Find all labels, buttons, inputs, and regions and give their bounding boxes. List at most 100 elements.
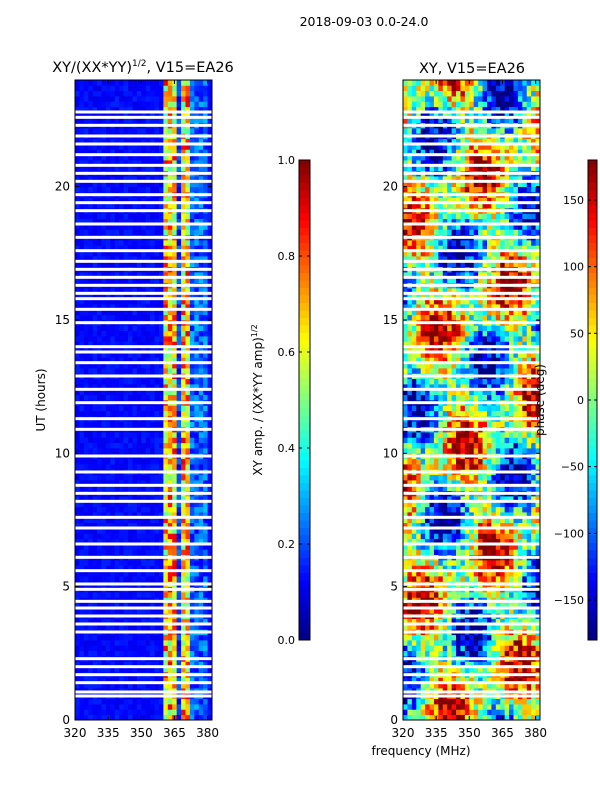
panel2-cell	[535, 624, 541, 630]
panel1-cell	[172, 309, 178, 316]
panel1-cell	[194, 336, 200, 342]
panel1-cell	[181, 336, 186, 342]
panel1-cell	[79, 549, 85, 556]
panel1-cell	[207, 570, 213, 577]
panel1-cell	[176, 560, 182, 566]
panel1-cell	[158, 288, 164, 294]
panel1-cell	[110, 277, 116, 284]
panel1-cell	[189, 661, 195, 668]
panel1-cell	[172, 240, 178, 246]
panel1-cell	[88, 160, 94, 166]
panel1-cell	[123, 165, 129, 172]
panel2-cell	[433, 677, 439, 684]
panel1-cell	[132, 357, 138, 364]
panel2-cell	[433, 640, 439, 646]
panel2-cell	[482, 661, 488, 668]
panel2-cell	[473, 565, 479, 572]
panel1-cell	[97, 650, 102, 657]
panel1-cell	[181, 352, 186, 358]
panel2-cell	[442, 709, 448, 716]
panel1-flag-gap	[75, 171, 212, 175]
panel1-cell	[75, 304, 80, 310]
panel2-cell	[478, 576, 483, 582]
panel1-cell	[88, 592, 94, 598]
panel1-cell	[167, 618, 173, 625]
panel1-cell	[150, 96, 155, 102]
panel1-cell	[101, 149, 107, 156]
panel1-cell	[101, 224, 107, 230]
panel1-cell	[163, 544, 169, 550]
panel1-cell	[198, 421, 204, 428]
panel1-cell	[119, 85, 125, 92]
panel1-cell	[194, 138, 200, 145]
panel1-cell	[154, 165, 160, 172]
panel1-cell	[172, 90, 178, 97]
panel2-cell	[407, 538, 413, 545]
panel1-cell	[198, 437, 204, 444]
panel1-cell	[145, 245, 151, 252]
panel1-cell	[105, 682, 111, 689]
panel2-cell	[473, 661, 479, 668]
panel1-cell	[75, 261, 80, 268]
panel1-cell	[154, 480, 160, 486]
panel1-cell	[110, 666, 116, 673]
panel1-cell	[163, 442, 169, 449]
panel1-cell	[83, 293, 89, 300]
panel2-cell	[509, 592, 514, 598]
panel1-cell	[172, 304, 178, 310]
panel1-cell	[141, 112, 147, 118]
panel2-cell	[425, 677, 430, 684]
panel1-cell	[158, 448, 164, 454]
panel1-cell	[189, 229, 195, 236]
panel2-cell	[429, 592, 435, 598]
panel1-cell	[123, 480, 129, 486]
panel2-cell	[526, 640, 532, 646]
panel1-cell	[207, 618, 213, 625]
panel1-cell	[141, 96, 147, 102]
panel1-cell	[119, 389, 125, 396]
panel1-cell	[150, 186, 155, 193]
panel1-cell	[83, 517, 89, 524]
panel1-cell	[172, 154, 178, 161]
panel1-cell	[181, 149, 186, 156]
panel1-cell	[203, 106, 208, 113]
panel1-cell	[158, 592, 164, 598]
panel2-cell	[473, 650, 479, 657]
panel1-cell	[150, 464, 155, 470]
panel1-cell	[101, 485, 107, 492]
panel1-cell	[167, 288, 173, 294]
panel2-cell	[482, 714, 488, 721]
panel1-cell	[79, 112, 85, 118]
panel1-cell	[203, 704, 208, 710]
panel1-cell	[110, 549, 116, 556]
panel1-cell	[92, 165, 98, 172]
panel1-cell	[128, 309, 133, 316]
panel2-cell	[456, 714, 461, 721]
panel1-cell	[163, 144, 169, 150]
panel1-cell	[198, 538, 204, 545]
panel1-cell	[150, 650, 155, 657]
panel1-cell	[158, 378, 164, 385]
panel1-cell	[189, 112, 195, 118]
panel1-cell	[158, 112, 164, 118]
panel1-cell	[114, 528, 120, 534]
panel1-cell	[128, 330, 133, 337]
panel1-cell	[101, 698, 107, 705]
panel1-cell	[176, 592, 182, 598]
panel1-cell	[189, 293, 195, 300]
panel2-cell	[504, 565, 510, 572]
panel2-cell	[491, 661, 497, 668]
panel1-cell	[136, 245, 142, 252]
panel1-cell	[136, 645, 142, 652]
panel2-cell	[509, 618, 514, 625]
panel1-cell	[110, 464, 116, 470]
panel1-cell	[207, 128, 213, 134]
panel1-cell	[203, 432, 208, 438]
panel1-cell	[110, 160, 116, 166]
panel2-cell	[451, 714, 457, 721]
panel1-cell	[97, 277, 102, 284]
panel1-cell	[97, 544, 102, 550]
panel1-flag-gap	[75, 345, 212, 349]
panel1-cell	[145, 293, 151, 300]
panel1-cell	[97, 229, 102, 236]
